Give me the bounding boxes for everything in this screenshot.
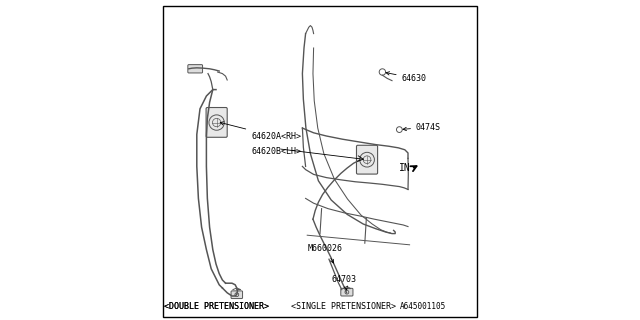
Text: 64620A<RH>: 64620A<RH> — [220, 122, 301, 141]
FancyBboxPatch shape — [231, 291, 243, 299]
FancyBboxPatch shape — [356, 145, 378, 174]
Text: 64620B<LH>: 64620B<LH> — [251, 147, 301, 156]
Text: 64703: 64703 — [332, 275, 356, 290]
Text: 64630: 64630 — [386, 72, 427, 83]
Text: <SINGLE PRETENSIONER>: <SINGLE PRETENSIONER> — [291, 302, 396, 311]
Text: M660026: M660026 — [308, 244, 343, 263]
FancyBboxPatch shape — [340, 288, 353, 296]
Text: 0474S: 0474S — [403, 123, 441, 132]
FancyBboxPatch shape — [188, 65, 202, 73]
Text: A645001105: A645001105 — [400, 302, 447, 311]
FancyBboxPatch shape — [206, 108, 227, 137]
Text: IN: IN — [399, 163, 410, 173]
Text: <DOUBLE PRETENSIONER>: <DOUBLE PRETENSIONER> — [163, 302, 269, 311]
Text: <DOUBLE PRETENSIONER>: <DOUBLE PRETENSIONER> — [163, 302, 269, 311]
